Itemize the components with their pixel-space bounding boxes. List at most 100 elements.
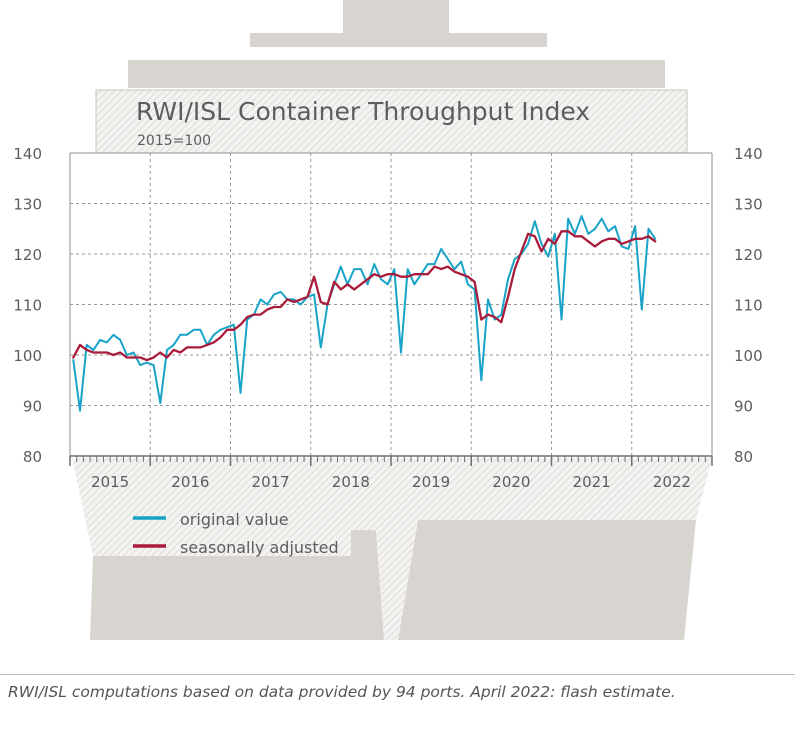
data-point-original <box>554 233 556 235</box>
data-point-adjusted <box>139 356 141 359</box>
data-point-original <box>313 293 315 296</box>
data-point-adjusted <box>106 351 108 354</box>
y-tick-label-right: 80 <box>734 448 753 466</box>
data-point-original <box>279 291 282 293</box>
data-point-adjusted <box>126 356 128 359</box>
data-point-adjusted <box>406 275 409 278</box>
data-point-original <box>507 278 509 281</box>
data-point-adjusted <box>166 356 168 359</box>
y-tick-label-left: 80 <box>23 448 42 466</box>
data-point-adjusted <box>226 329 228 331</box>
data-point-adjusted <box>112 354 115 356</box>
data-point-adjusted <box>547 238 549 240</box>
x-tick-label: 2022 <box>653 473 691 491</box>
data-point-original <box>92 349 95 351</box>
data-point-original <box>126 354 128 356</box>
data-point-original <box>607 230 610 233</box>
data-point-adjusted <box>320 301 322 303</box>
data-point-original <box>641 308 643 311</box>
data-point-original <box>574 233 576 235</box>
data-point-original <box>199 329 202 331</box>
data-point-adjusted <box>654 240 656 243</box>
data-point-original <box>406 268 409 270</box>
data-point-original <box>353 268 356 270</box>
data-point-original <box>85 344 88 346</box>
data-point-adjusted <box>346 283 349 286</box>
data-point-adjusted <box>179 351 182 354</box>
data-point-original <box>614 225 616 227</box>
data-point-adjusted <box>520 250 523 253</box>
chart-title: RWI/ISL Container Throughput Index <box>136 97 590 126</box>
data-point-adjusted <box>440 268 443 270</box>
data-point-original <box>72 359 75 361</box>
data-point-original <box>453 268 456 270</box>
series-group <box>72 215 657 412</box>
data-point-adjusted <box>627 240 630 243</box>
data-point-adjusted <box>400 275 402 278</box>
data-point-adjusted <box>413 273 416 276</box>
data-point-adjusted <box>293 301 295 303</box>
data-point-adjusted <box>246 316 248 318</box>
data-point-original <box>79 409 81 412</box>
data-point-adjusted <box>286 298 289 301</box>
data-point-adjusted <box>266 308 269 311</box>
axes: 80 80 90 90 100 100 110 110 120 120 130 130 140 140 20… <box>13 145 762 491</box>
data-point-adjusted <box>253 313 255 316</box>
chart-subtitle: 2015=100 <box>137 133 211 149</box>
series-line-original <box>72 215 657 412</box>
data-point-original <box>620 245 623 248</box>
data-point-adjusted <box>594 245 596 248</box>
data-point-original <box>186 334 188 336</box>
data-point-original <box>172 344 175 346</box>
y-tick-label-left: 100 <box>13 347 42 365</box>
y-tick-label-right: 110 <box>734 297 763 315</box>
data-point-adjusted <box>587 240 590 243</box>
data-point-adjusted <box>119 351 121 354</box>
data-point-original <box>259 298 262 301</box>
y-tick-label-left: 130 <box>13 196 42 214</box>
x-tick-label: 2017 <box>252 473 290 491</box>
data-point-adjusted <box>239 323 242 326</box>
data-point-adjusted <box>554 243 556 245</box>
data-point-adjusted <box>507 296 509 298</box>
data-point-original <box>159 402 162 404</box>
data-point-adjusted <box>279 306 282 308</box>
data-point-original <box>139 364 141 366</box>
data-point-adjusted <box>85 349 88 351</box>
data-point-original <box>540 243 543 245</box>
data-point-original <box>634 225 636 227</box>
data-point-original <box>433 263 436 265</box>
data-point-original <box>560 318 563 321</box>
data-point-original <box>534 220 536 222</box>
data-point-original <box>179 334 182 336</box>
data-point-adjusted <box>259 313 262 316</box>
data-point-original <box>513 258 516 260</box>
data-point-adjusted <box>132 356 135 359</box>
data-point-adjusted <box>540 250 543 253</box>
y-tick-label-right: 90 <box>734 398 753 416</box>
data-point-adjusted <box>534 235 536 238</box>
x-tick-label: 2021 <box>573 473 611 491</box>
data-point-original <box>440 248 443 250</box>
data-point-adjusted <box>480 318 483 321</box>
data-point-adjusted <box>500 321 503 324</box>
data-point-adjusted <box>527 233 529 235</box>
data-point-adjusted <box>152 356 155 359</box>
data-point-adjusted <box>233 329 235 331</box>
data-point-original <box>132 351 135 354</box>
data-point-adjusted <box>360 283 362 286</box>
data-point-original <box>500 313 503 316</box>
footnote-divider <box>0 674 795 675</box>
ship-illustration <box>72 0 712 640</box>
data-point-adjusted <box>373 273 376 276</box>
data-point-original <box>647 228 650 230</box>
data-point-adjusted <box>647 235 650 238</box>
data-point-adjusted <box>567 230 569 233</box>
data-point-adjusted <box>393 273 396 276</box>
data-point-original <box>112 334 115 336</box>
y-tick-label-right: 120 <box>734 246 763 264</box>
data-point-original <box>460 260 463 263</box>
data-point-original <box>273 293 275 296</box>
data-point-original <box>627 248 630 250</box>
data-point-original <box>146 361 148 364</box>
